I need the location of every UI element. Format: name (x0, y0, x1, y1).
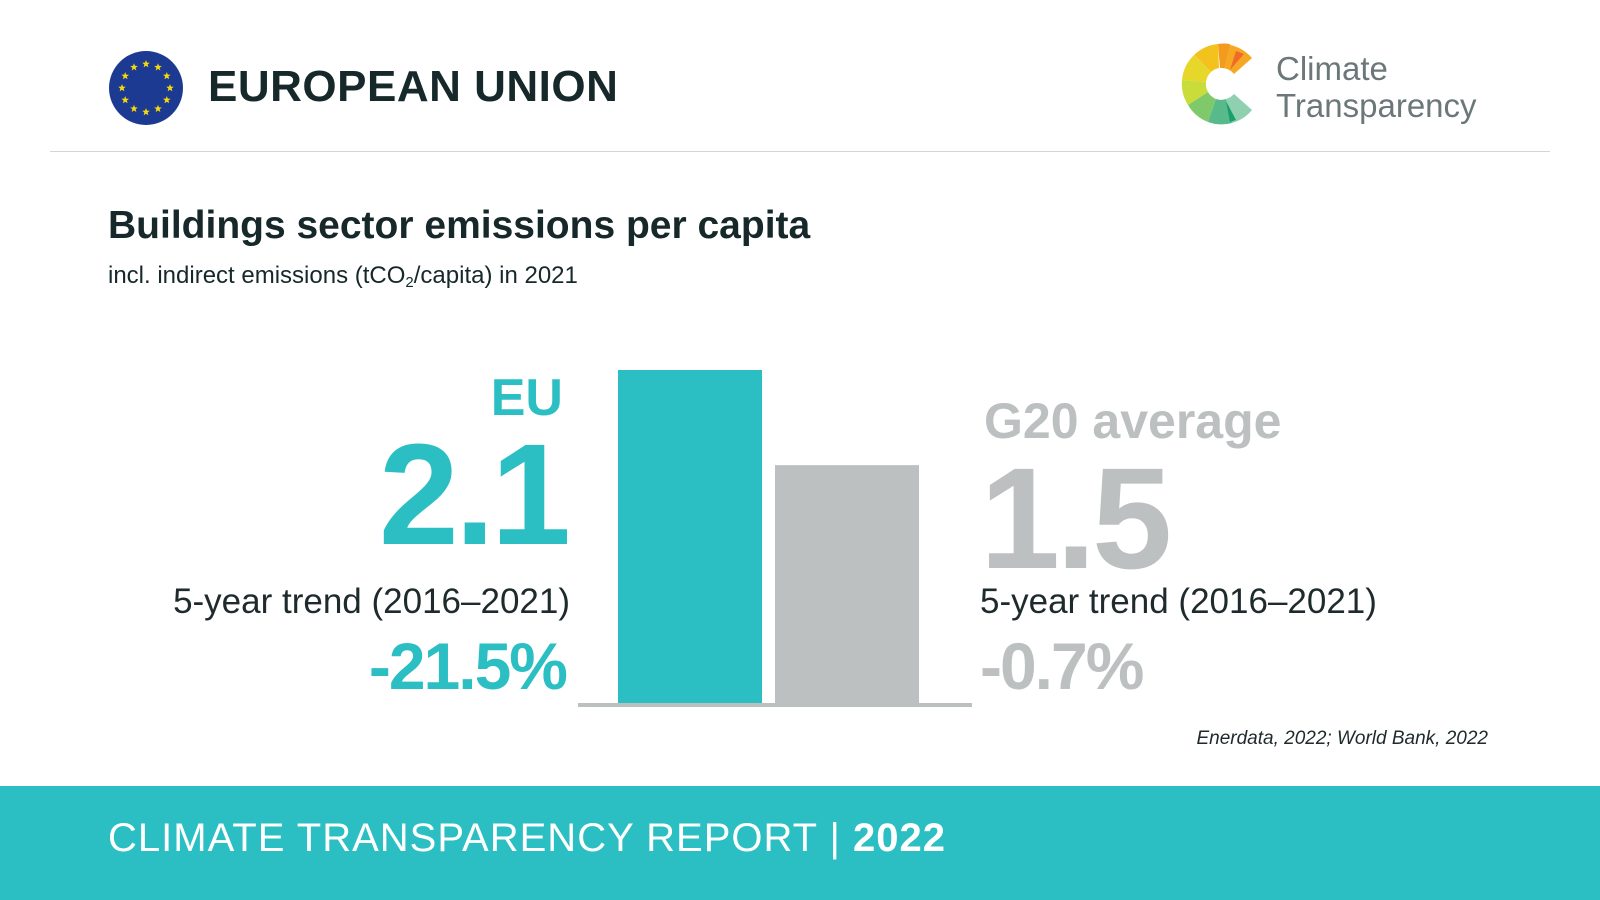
g20-value-label: 1.5 (980, 438, 1172, 599)
header-divider (50, 151, 1550, 152)
flag-star-icon (142, 60, 150, 68)
eu-trend-value: -21.5% (368, 629, 568, 703)
footer-separator: | (829, 816, 841, 860)
brand-name: Climate Transparency (1276, 50, 1477, 124)
flag-star-icon (162, 72, 171, 80)
flag-star-icon (142, 108, 150, 116)
flag-star-icon (130, 63, 138, 71)
flag-star-icon (154, 104, 162, 113)
footer: CLIMATE TRANSPARENCY REPORT | 2022 (0, 786, 1600, 900)
bar-g20 (775, 465, 919, 703)
header: EUROPEAN UNION Climate Transparency (0, 0, 1600, 152)
chart-subtitle: incl. indirect emissions (tCO2/capita) i… (108, 262, 578, 291)
flag-star-icon (121, 72, 130, 80)
flag-star-icon (130, 104, 138, 113)
g20-category-label: G20 average (984, 393, 1282, 449)
subtitle-prefix: incl. indirect emissions (tCO (108, 262, 406, 289)
chart-baseline (578, 703, 972, 707)
subtitle-suffix: /capita) in 2021 (413, 262, 578, 289)
source-note: Enerdata, 2022; World Bank, 2022 (1196, 728, 1488, 749)
climate-transparency-logo (1181, 43, 1252, 125)
eu-category-label: EU (490, 369, 563, 427)
brand-line-1: Climate (1276, 50, 1388, 87)
bar-chart (578, 370, 972, 707)
g20-trend-label: 5-year trend (2016–2021) (980, 582, 1377, 621)
footer-report: CLIMATE TRANSPARENCY REPORT (108, 816, 818, 860)
eu-flag-icon (109, 51, 183, 125)
footer-year: 2022 (853, 816, 947, 860)
chart-title: Buildings sector emissions per capita (108, 204, 811, 247)
flag-star-icon (166, 84, 174, 92)
brand-line-2: Transparency (1276, 87, 1477, 124)
country-name: EUROPEAN UNION (208, 62, 619, 111)
g20-trend-value: -0.7% (980, 629, 1144, 703)
flag-star-icon (118, 84, 126, 92)
flag-star-icon (154, 63, 162, 71)
footer-text: CLIMATE TRANSPARENCY REPORT | 2022 (108, 816, 946, 861)
subtitle-subscript: 2 (405, 274, 414, 291)
flag-star-icon (121, 96, 130, 104)
eu-trend-label: 5-year trend (2016–2021) (173, 582, 570, 621)
eu-value-label: 2.1 (378, 414, 571, 575)
flag-star-icon (162, 96, 171, 104)
bar-eu (618, 370, 762, 703)
